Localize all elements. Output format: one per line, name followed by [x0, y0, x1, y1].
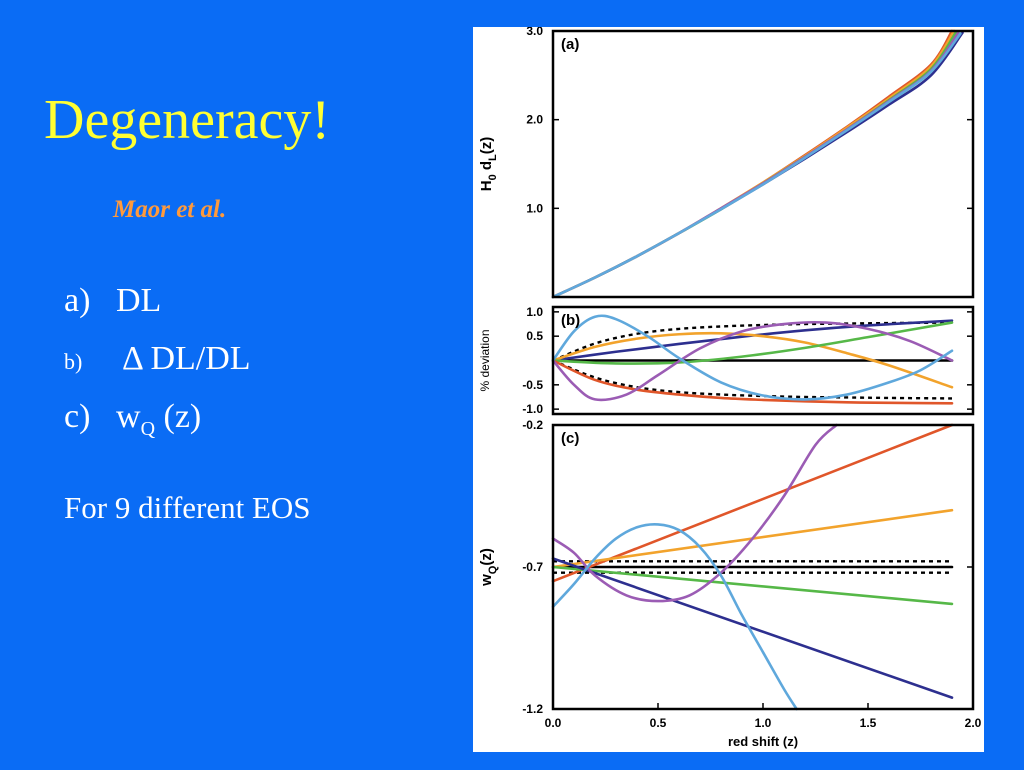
chart-panel-1: 1.0 0.5 -0.5 -1.0 (b) % deviation — [478, 305, 975, 416]
y-axis-label-part: d — [478, 161, 495, 174]
list-item-c: c) wQ (z) — [64, 398, 201, 441]
y-tick-label: -1.0 — [522, 402, 543, 416]
y-tick-label: -0.2 — [522, 418, 543, 432]
list-marker: b) — [64, 349, 83, 374]
series-line-7 — [551, 320, 954, 402]
list-subscript: Q — [140, 417, 156, 440]
y-tick-label: 2.0 — [526, 113, 543, 127]
panel-label: (c) — [561, 430, 579, 447]
x-tick-label: 2.0 — [965, 716, 982, 730]
series-line-6 — [551, 557, 954, 699]
x-axis-label: red shift (z) — [728, 734, 798, 749]
panel-frame — [551, 29, 975, 299]
x-tick-label: 1.0 — [755, 716, 772, 730]
y-tick-label: 1.0 — [526, 305, 543, 319]
y-axis-label-part: w — [478, 574, 495, 587]
y-axis-label-part: Q — [487, 565, 499, 574]
list-text: Δ DL/DL — [122, 340, 251, 377]
chart-figure: 1.0 2.0 3.0 (a) H0 dL(z) 1.0 0.5 -0.5 -1.0 (b)% d… — [473, 27, 984, 752]
y-axis-label-part: L — [487, 154, 499, 161]
series-line-5 — [551, 321, 954, 365]
list-text: DL — [116, 282, 162, 319]
y-axis-label-part: (z) — [478, 137, 495, 155]
y-tick-label: 0.5 — [526, 329, 543, 343]
series-line-3 — [551, 30, 958, 299]
list-marker: c) — [64, 398, 91, 435]
chart-panel-2: -0.2 -0.7 -1.20.0 0.5 1.0 1.5 2.0 (c) wQ(z) red s… — [478, 418, 982, 749]
y-tick-label: -0.7 — [522, 560, 543, 574]
series-line-4 — [551, 31, 960, 299]
y-axis-label-part: (z) — [478, 548, 495, 566]
series-line-4 — [551, 331, 954, 389]
slide-title: Degeneracy! — [44, 89, 331, 151]
series-line-6 — [551, 359, 954, 405]
y-tick-label: -0.5 — [522, 378, 543, 392]
list-text-suffix: (z) — [155, 398, 202, 435]
y-axis-label-part: 0 — [487, 174, 499, 180]
y-tick-label: -1.2 — [522, 702, 543, 716]
series-line-2 — [551, 29, 956, 299]
x-tick-label: 1.5 — [860, 716, 877, 730]
y-axis-label: % deviation — [478, 329, 492, 391]
x-tick-label: 0.5 — [650, 716, 667, 730]
y-tick-label: 1.0 — [526, 201, 543, 215]
series-line-8 — [551, 522, 798, 711]
x-tick-label: 0.0 — [545, 716, 562, 730]
y-axis-label: wQ(z) — [478, 548, 499, 587]
series-line-5 — [551, 32, 962, 299]
list-item-b: b) Δ DL/DL — [64, 340, 251, 378]
y-axis-label: H0 dL(z) — [478, 137, 499, 192]
series-line-3 — [551, 319, 954, 362]
panel-label: (b) — [561, 312, 580, 329]
list-item-a: a) DL — [64, 282, 161, 320]
series-line-3 — [551, 423, 954, 583]
panel-label: (a) — [561, 36, 579, 53]
panel-frame — [551, 423, 975, 711]
list-text: w — [116, 398, 141, 435]
series-line-1 — [552, 321, 953, 362]
series-line-8 — [551, 314, 954, 401]
series-line-5 — [551, 565, 954, 606]
series-line-0 — [551, 31, 964, 299]
series-line-1 — [551, 29, 954, 299]
footer-note: For 9 different EOS — [64, 490, 311, 525]
panel-frame — [551, 305, 975, 416]
author-credit: Maor et al. — [113, 196, 227, 223]
y-axis-label-part: H — [478, 180, 495, 191]
series-line-2 — [552, 359, 953, 400]
list-marker: a) — [64, 282, 91, 319]
chart-svg: 1.02.03.0(a)H0 dL(z)1.00.5-0.5-1.0(b)% d… — [478, 27, 982, 749]
chart-panel-0: 1.0 2.0 3.0 (a) H0 dL(z) — [478, 27, 975, 299]
y-tick-label: 3.0 — [526, 27, 543, 38]
series-line-7 — [551, 423, 838, 603]
